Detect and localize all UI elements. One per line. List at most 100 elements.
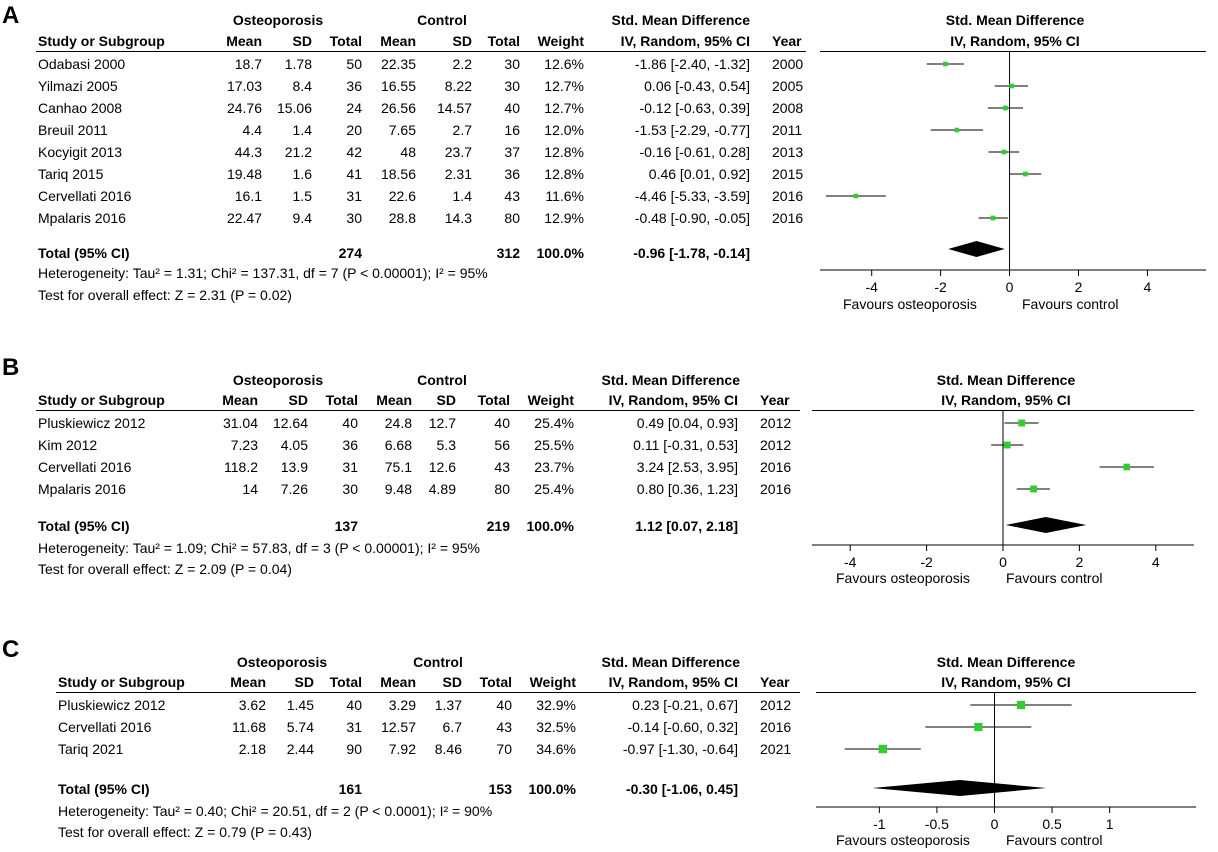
n1: 41 [346, 166, 362, 182]
year: 2005 [772, 78, 804, 94]
tick-label: -0.5 [925, 816, 949, 832]
mean1: 11.68 [232, 719, 266, 735]
study-name: Cervellati 2016 [58, 719, 152, 735]
plot-subtitle: IV, Random, 95% CI [950, 33, 1080, 49]
heterogeneity-text: Heterogeneity: Tau² = 1.31; Chi² = 137.3… [38, 265, 488, 281]
sd2: 2.31 [444, 166, 472, 182]
group2-header: Control [413, 654, 463, 670]
favours-left-label: Favours osteoporosis [836, 570, 970, 586]
sd2: 1.4 [452, 188, 472, 204]
sd1: 1.78 [284, 56, 312, 72]
weight: 32.5% [536, 719, 576, 735]
weight: 12.6% [544, 56, 584, 72]
sd1: 8.4 [292, 78, 312, 94]
year: 2016 [760, 719, 792, 735]
mean1: 7.23 [230, 437, 258, 453]
year: 2015 [772, 166, 804, 182]
tick-label: 1 [1106, 816, 1114, 832]
n1: 42 [346, 144, 362, 160]
sd2: 14.3 [444, 210, 472, 226]
study-name: Cervellati 2016 [38, 459, 132, 475]
mean1-header: Mean [226, 33, 262, 49]
sd1-header: SD [288, 392, 308, 408]
ci-text: 0.11 [-0.31, 0.53] [633, 437, 738, 453]
header-rule [56, 692, 800, 693]
n2: 56 [494, 437, 510, 453]
pooled-diamond [948, 241, 1005, 257]
mean1: 16.1 [234, 188, 262, 204]
pooled-diamond [1005, 517, 1087, 533]
tick-label: -2 [934, 279, 947, 295]
total-weight: 100.0% [528, 781, 576, 797]
mean1: 118.2 [224, 459, 258, 475]
n2: 40 [496, 697, 512, 713]
total-label: Total (95% CI) [38, 245, 130, 261]
study-marker [974, 722, 983, 732]
study-name: Breuil 2011 [38, 122, 108, 138]
n1: 31 [346, 188, 362, 204]
total2-header: Total [479, 674, 512, 690]
plot-subtitle: IV, Random, 95% CI [941, 392, 1071, 408]
year: 2021 [760, 741, 792, 757]
year: 2016 [772, 188, 804, 204]
panel-label: B [2, 354, 20, 381]
plot-subtitle: IV, Random, 95% CI [941, 674, 1071, 690]
mean2: 7.92 [388, 741, 416, 757]
sd2: 2.2 [452, 56, 472, 72]
total-n1: 137 [334, 518, 358, 534]
total-ci: -0.96 [-1.78, -0.14] [633, 245, 750, 261]
forest-panel-a: A Osteoporosis Control Std. Mean Differe… [0, 0, 1218, 312]
study-marker [853, 193, 859, 199]
sd1: 1.5 [292, 188, 312, 204]
year-header: Year [760, 392, 790, 408]
study-column-header: Study or Subgroup [58, 674, 185, 690]
total-n1: 274 [338, 245, 362, 261]
study-marker [878, 744, 887, 754]
heterogeneity-text: Heterogeneity: Tau² = 0.40; Chi² = 20.51… [58, 803, 493, 819]
n2: 30 [504, 78, 520, 94]
weight: 25.4% [534, 415, 574, 431]
study-column-header: Study or Subgroup [38, 33, 165, 49]
total1-header: Total [325, 392, 358, 408]
n1: 50 [346, 56, 362, 72]
study-name: Canhao 2008 [38, 100, 123, 116]
mean1: 24.76 [226, 100, 262, 116]
ci-text: -0.16 [-0.61, 0.28] [639, 144, 750, 160]
year: 2016 [760, 459, 792, 475]
mean2: 18.56 [380, 166, 416, 182]
mean2: 24.8 [384, 415, 412, 431]
pooled-diamond [872, 780, 1047, 796]
total1-header: Total [329, 674, 362, 690]
mean1: 31.04 [222, 415, 258, 431]
group1-header: Osteoporosis [232, 12, 324, 28]
n1: 31 [346, 719, 362, 735]
overall-effect-text: Test for overall effect: Z = 0.79 (P = 0… [58, 824, 312, 840]
tick-label: -1 [873, 816, 886, 832]
plot-header-rule [820, 51, 1206, 52]
tick-label: 0.5 [1042, 816, 1062, 832]
ci-text: -0.12 [-0.63, 0.39] [639, 100, 750, 116]
weight: 12.9% [544, 210, 584, 226]
ci-text: 3.24 [2.53, 3.95] [636, 459, 738, 475]
n2: 80 [504, 210, 520, 226]
study-marker [1003, 105, 1008, 111]
study-marker [990, 215, 996, 221]
mean1: 2.18 [238, 741, 266, 757]
overall-effect-text: Test for overall effect: Z = 2.31 (P = 0… [38, 287, 292, 303]
plot-title: Std. Mean Difference [936, 372, 1076, 388]
total-weight: 100.0% [526, 518, 574, 534]
mean2: 48 [400, 144, 416, 160]
favours-right-label: Favours control [1006, 832, 1103, 848]
mean2: 75.1 [384, 459, 412, 475]
total2-header: Total [487, 33, 520, 49]
sd2: 4.89 [428, 481, 456, 497]
forest-plot: -1 -0.5 0 0.5 1 [816, 692, 1196, 832]
total-n1: 161 [338, 781, 362, 797]
n1: 40 [346, 697, 362, 713]
sd2: 12.7 [428, 415, 456, 431]
total-label: Total (95% CI) [38, 518, 130, 534]
total-n2: 312 [496, 245, 520, 261]
ci-text: -4.46 [-5.33, -3.59] [634, 188, 750, 204]
ci-text: 0.46 [0.01, 0.92] [648, 166, 750, 182]
sd1: 1.45 [286, 697, 314, 713]
